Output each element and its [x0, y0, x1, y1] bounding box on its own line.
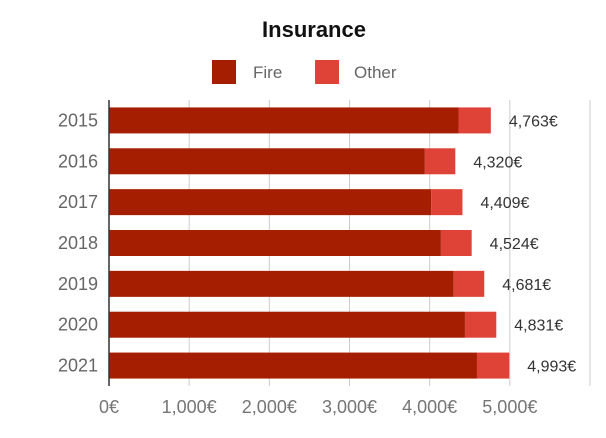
- x-tick-label-4000: 4,000€: [402, 397, 457, 417]
- bar-other-2017: [431, 189, 463, 216]
- chart-title: Insurance: [262, 17, 366, 42]
- category-label-2020: 2020: [58, 315, 98, 335]
- bar-fire-2017: [109, 189, 432, 216]
- legend-swatch-fire: [212, 60, 236, 84]
- category-label-2019: 2019: [58, 274, 98, 294]
- category-label-2018: 2018: [58, 233, 98, 253]
- total-label-2015: 4,763€: [509, 113, 558, 130]
- total-label-2021: 4,993€: [527, 359, 576, 376]
- bar-fire-2020: [109, 311, 465, 338]
- legend-swatch-other: [315, 60, 339, 84]
- x-tick-label-5000: 5,000€: [482, 397, 537, 417]
- bar-other-2020: [464, 311, 497, 338]
- category-label-2015: 2015: [58, 110, 98, 130]
- x-tick-label-0: 0€: [99, 397, 119, 417]
- bar-other-2019: [453, 270, 485, 297]
- bar-fire-2018: [109, 230, 441, 256]
- x-tick-label-1000: 1,000€: [162, 397, 217, 417]
- total-label-2016: 4,320€: [473, 154, 522, 171]
- total-label-2020: 4,831€: [514, 318, 563, 335]
- category-labels: 2015 2016 2017 2018 2019 2020 2021: [58, 110, 98, 375]
- legend-label-other: Other: [354, 63, 397, 82]
- total-label-2019: 4,681€: [502, 277, 551, 294]
- bar-fire-2016: [109, 148, 425, 175]
- bar-other-2016: [424, 148, 456, 175]
- bar-fire-2019: [109, 270, 454, 297]
- x-tick-label-2000: 2,000€: [242, 397, 297, 417]
- bar-other-2015: [458, 107, 491, 134]
- bar-fire-2015: [109, 107, 459, 134]
- x-tick-label-3000: 3,000€: [322, 397, 377, 417]
- data-labels: 4,763€ 4,320€ 4,409€ 4,524€ 4,681€ 4,831€ 4,99…: [473, 113, 576, 375]
- x-axis-tick-labels: 0€ 1,000€ 2,000€ 3,000€ 4,000€ 5,000€: [99, 397, 537, 417]
- bar-fire-2021: [109, 352, 477, 379]
- category-label-2017: 2017: [58, 192, 98, 212]
- total-label-2018: 4,524€: [490, 236, 539, 253]
- total-label-2017: 4,409€: [480, 195, 529, 212]
- bars: [109, 107, 510, 379]
- legend-label-fire: Fire: [253, 63, 282, 82]
- category-label-2016: 2016: [58, 151, 98, 171]
- category-label-2021: 2021: [58, 356, 98, 376]
- bar-other-2018: [440, 230, 472, 256]
- bar-other-2021: [476, 352, 510, 379]
- legend: Fire Other: [212, 60, 397, 84]
